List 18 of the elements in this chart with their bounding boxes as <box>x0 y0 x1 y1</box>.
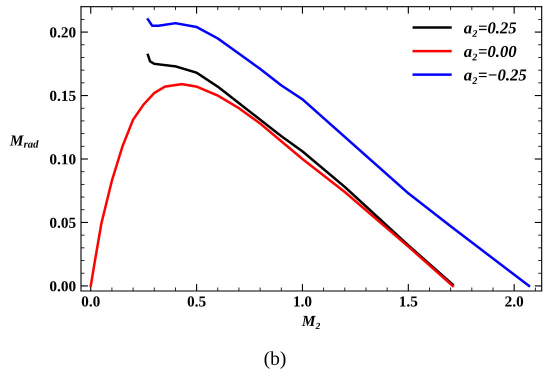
text: (b) <box>264 351 286 369</box>
legend-label: a₂=−0.25 <box>464 69 526 84</box>
x-tick-label: 0.5 <box>188 296 206 307</box>
x-axis-title: M₂ <box>302 316 320 329</box>
y-tick-label: 0.20 <box>50 27 76 38</box>
x-tick-label: 1.0 <box>294 296 312 307</box>
legend-label: a₂=0.25 <box>464 22 516 37</box>
line-series <box>89 82 454 288</box>
y-tick-label: 0.05 <box>50 218 76 228</box>
legend-label: a₂=0.00 <box>464 46 516 60</box>
y-tick-label: 0.10 <box>50 154 76 165</box>
y-tick-label: 0.15 <box>50 90 76 102</box>
y-axis-title: M$_{rad}$ <box>10 136 39 148</box>
x-tick-label: 2.0 <box>505 296 524 307</box>
line-series <box>146 18 530 288</box>
x-tick-label: 1.5 <box>400 296 418 307</box>
y-tick-label: 0.00 <box>50 281 76 292</box>
x-tick-label: 0.0 <box>82 296 100 307</box>
